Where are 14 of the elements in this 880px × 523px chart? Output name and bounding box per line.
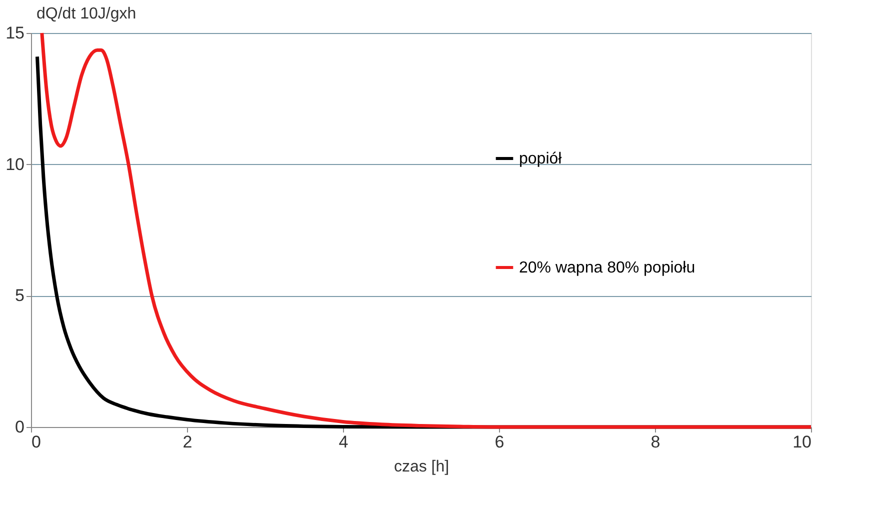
x-tick-label: 4 — [338, 432, 348, 452]
x-tick-label: 8 — [650, 432, 660, 452]
x-axis-title: czas [h] — [394, 458, 450, 476]
x-tick-label: 6 — [494, 432, 504, 452]
y-tick-label: 10 — [6, 154, 24, 174]
x-tick-label: 2 — [182, 432, 192, 452]
y-tick-label: 0 — [15, 418, 24, 436]
y-tick-label: 5 — [15, 286, 24, 306]
legend-label: popiół — [519, 150, 562, 168]
x-tick-label: 10 — [792, 432, 812, 452]
legend-label: 20% wapna 80% popiołu — [519, 260, 696, 276]
y-tick-label: 15 — [6, 24, 24, 42]
x-tick-label: 0 — [32, 432, 41, 452]
y-axis-title: dQ/dt 10J/gxh — [36, 6, 136, 22]
